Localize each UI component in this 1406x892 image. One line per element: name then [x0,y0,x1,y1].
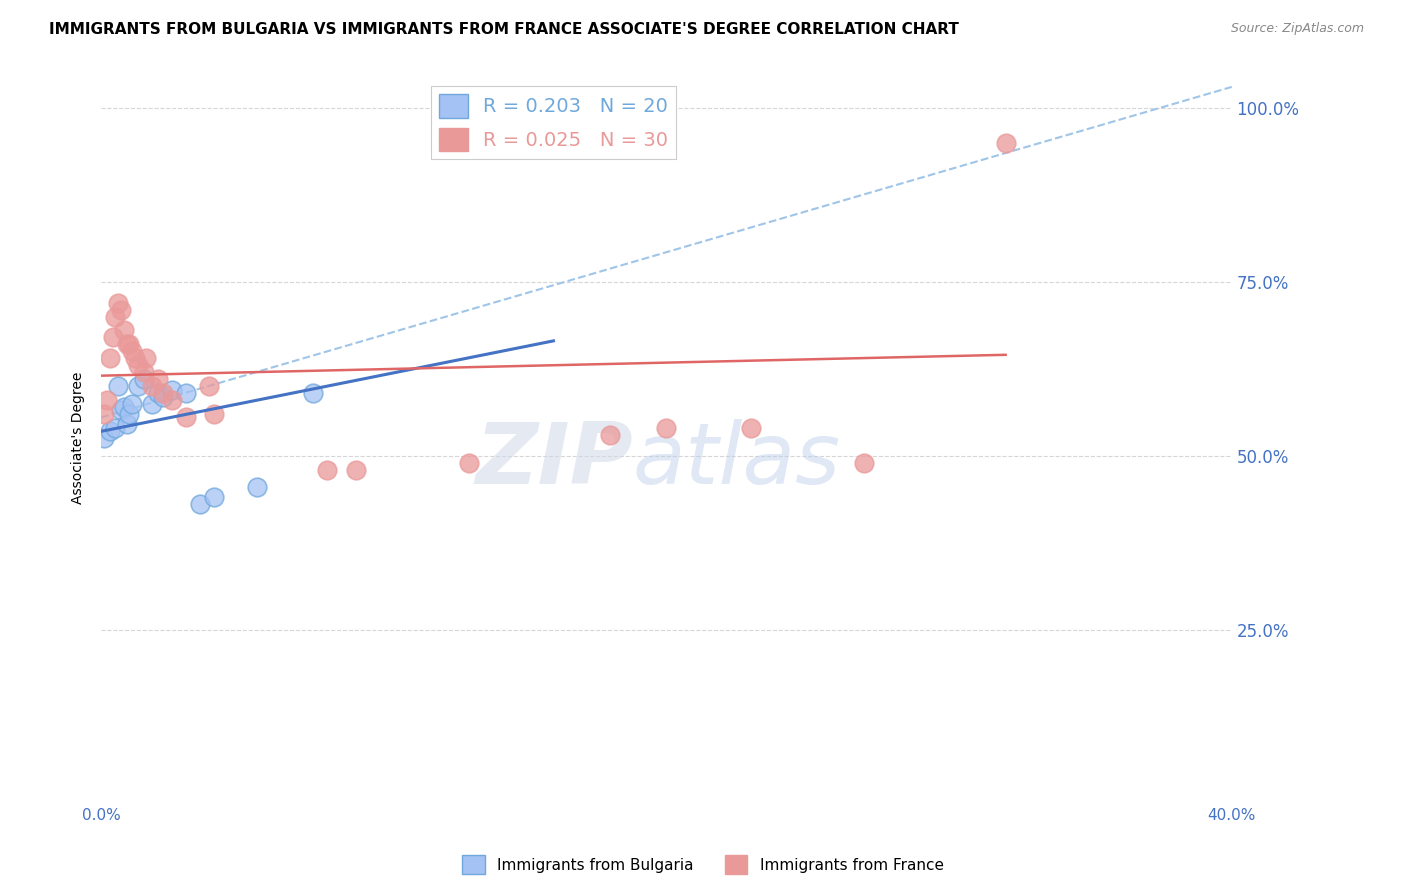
Point [121,396,143,410]
Point [115,337,138,351]
Point [93,407,115,421]
Point [93,431,115,445]
Legend: R = 0.203   N = 20, R = 0.025   N = 30: R = 0.203 N = 20, R = 0.025 N = 30 [430,87,676,159]
Point [853,456,876,470]
Point [655,421,678,435]
Point [457,456,479,470]
Point [98,351,121,366]
Point [112,400,135,414]
Point [112,323,135,337]
Point [197,379,219,393]
Text: ZIP: ZIP [475,418,633,501]
Point [118,407,141,421]
Point [174,410,197,425]
Point [104,310,127,324]
Point [98,425,121,439]
Point [96,392,118,407]
Point [202,491,225,505]
Point [132,365,155,379]
Point [121,344,143,359]
Point [104,421,127,435]
Point [146,386,169,401]
Point [141,396,163,410]
Point [246,480,269,494]
Point [124,351,146,366]
Text: Source: ZipAtlas.com: Source: ZipAtlas.com [1230,22,1364,36]
Point [174,386,197,401]
Point [107,295,129,310]
Point [101,330,124,344]
Point [202,407,225,421]
Point [599,427,621,442]
Y-axis label: Associate's Degree: Associate's Degree [72,372,86,505]
Point [132,372,155,386]
Point [127,358,149,372]
Text: IMMIGRANTS FROM BULGARIA VS IMMIGRANTS FROM FRANCE ASSOCIATE'S DEGREE CORRELATIO: IMMIGRANTS FROM BULGARIA VS IMMIGRANTS F… [49,22,959,37]
Text: atlas: atlas [633,418,841,501]
Point [107,379,129,393]
Point [302,386,325,401]
Point [160,392,183,407]
Point [188,497,211,511]
Point [740,421,762,435]
Point [127,379,149,393]
Point [135,351,157,366]
Legend: Immigrants from Bulgaria, Immigrants from France: Immigrants from Bulgaria, Immigrants fro… [456,849,950,880]
Point [994,136,1017,150]
Point [110,403,132,417]
Point [152,386,174,401]
Point [146,372,169,386]
Point [115,417,138,432]
Point [152,390,174,404]
Point [160,383,183,397]
Point [110,302,132,317]
Point [316,462,339,476]
Point [344,462,367,476]
Point [118,337,141,351]
Point [141,379,163,393]
